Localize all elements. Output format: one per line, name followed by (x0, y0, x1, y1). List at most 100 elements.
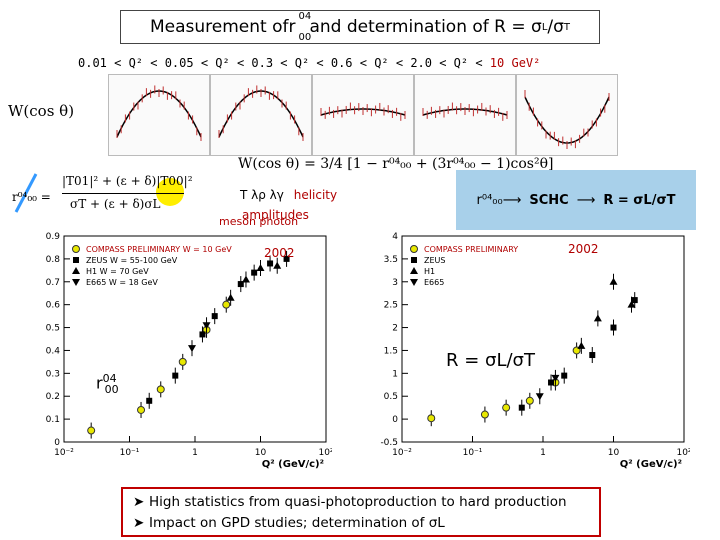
r04-plot: 10⁻² 10⁻¹ 1 10 10² 0 0.1 0.2 0.3 0.4 0.5 0.6 0.7 0.8 0… (30, 230, 334, 470)
formula-r-bar (62, 193, 184, 194)
right-r-equation: R = σL/σT (446, 350, 535, 371)
legend-marker (72, 267, 80, 274)
x-tick-label: 10 (608, 448, 620, 458)
schc-box: r⁰⁴₀₀ ⟶ SCHC ⟶ R = σL/σT (456, 170, 696, 230)
q2-ranges: 0.01 < Q² < 0.05 < Q² < 0.3 < Q² < 0.6 <… (78, 56, 718, 70)
x-tick-label: 10⁻² (54, 448, 74, 458)
data-point (518, 404, 525, 411)
r-ratio-plot: 10⁻² 10⁻¹ 1 10 10² -0.5 0 0.5 1 1.5 2 2.5 3 3.5 4 Q² (G… (368, 230, 692, 470)
title-sub-l: L (541, 21, 548, 33)
legend-entry: E665 W = 18 GeV (86, 278, 158, 287)
legend-entry: ZEUS (424, 256, 445, 265)
formula-r: r⁰⁴₀₀ = |T01|² + (ε + δ)|T00|² σT + (ε +… (10, 172, 193, 224)
bullet-arrow-icon: ➤ (133, 515, 145, 531)
data-point (589, 352, 596, 359)
data-point (226, 293, 235, 301)
y-tick-label: 0.4 (46, 346, 61, 356)
formula-r-numerator: |T01|² + (ε + δ)|T00|² (62, 174, 193, 188)
helicity-row: T λρ λγ helicity (240, 188, 337, 202)
plot-frame (401, 235, 685, 443)
data-point (535, 393, 544, 401)
right-year-label: 2002 (568, 242, 599, 256)
helicity-symbols: T λρ λγ (240, 188, 284, 202)
legend-marker (410, 267, 418, 274)
schc-rhs: R = σL/σT (603, 192, 676, 208)
y-tick-label: 2 (392, 324, 398, 334)
data-point (627, 300, 636, 308)
y-tick-label: 0.5 (384, 392, 398, 402)
title-sub-t: T (563, 21, 571, 33)
mini-plot-1 (108, 74, 210, 156)
x-tick-label: 10² (676, 448, 690, 458)
helicity-label: helicity (293, 188, 338, 202)
y-tick-label: 0.8 (46, 255, 61, 265)
title-slash: /σ (547, 17, 564, 37)
x-tick-label: 10⁻¹ (120, 448, 140, 458)
summary-box: ➤ High statistics from quasi-photoproduct… (121, 487, 601, 537)
y-tick-label: 0.6 (46, 301, 61, 311)
y-tick-label: 3.5 (384, 255, 398, 265)
title-r-symbol: r 04 00 (288, 11, 312, 43)
title-middle: and determination of R = σ (309, 17, 542, 37)
y-tick-label: 0.9 (46, 232, 61, 242)
data-point (551, 374, 560, 382)
r-ratio-plot-svg: 10⁻² 10⁻¹ 1 10 10² -0.5 0 0.5 1 1.5 2 2.5 3 3.5 4 Q² (G… (380, 232, 691, 470)
data-point (156, 385, 165, 394)
y-tick-label: -0.5 (380, 438, 398, 448)
legend-entry: ZEUS W = 55-100 GeV (86, 256, 178, 265)
data-point (525, 396, 534, 405)
legend-entry: H1 W = 70 GeV (86, 267, 149, 276)
formula-r-denominator: σT + (ε + δ)σL (70, 197, 161, 211)
data-point (548, 379, 555, 386)
wcos-label: W(cos θ) (8, 102, 75, 120)
meson-photon-label: meson photon (219, 215, 299, 228)
data-point (427, 414, 436, 423)
mini-plot-3 (312, 74, 414, 156)
x-tick-label: 1 (540, 448, 546, 458)
y-tick-label: 0.7 (46, 278, 60, 288)
slide-title: Measurement of r 04 00 and determination o… (120, 10, 600, 44)
data-point (199, 331, 206, 338)
schc-lhs: r⁰⁴₀₀ (476, 192, 503, 208)
formula-r-lhs: r⁰⁴₀₀ = (12, 190, 51, 204)
formula-r-strike (14, 173, 184, 213)
x-axis-label: Q² (GeV/c)² (620, 459, 682, 470)
x-tick-label: 10² (318, 448, 332, 458)
data-point (202, 322, 211, 330)
y-tick-label: 1.5 (384, 346, 398, 356)
y-tick-label: 0.3 (46, 369, 60, 379)
data-point (87, 426, 96, 435)
mini-plot-2 (210, 74, 312, 156)
y-tick-label: 1 (392, 369, 398, 379)
data-point (631, 297, 638, 304)
bullet-arrow-icon: ➤ (133, 494, 145, 510)
bullet-2: ➤ Impact on GPD studies; determination of… (133, 513, 589, 534)
schc-label: SCHC (529, 192, 569, 208)
x-tick-label: 1 (192, 448, 198, 458)
x-tick-label: 10 (255, 448, 267, 458)
data-point (480, 410, 489, 419)
legend-entry: H1 (424, 267, 435, 276)
q2-ranges-text: 0.01 < Q² < 0.05 < Q² < 0.3 < Q² < 0.6 <… (78, 56, 483, 70)
left-year-label: 2002 (264, 246, 295, 260)
legend-marker (410, 279, 418, 286)
y-tick-label: 0 (54, 438, 60, 448)
mini-plot-5 (516, 74, 618, 156)
data-point (237, 281, 244, 288)
data-point (137, 405, 146, 414)
data-point (610, 324, 617, 331)
y-tick-label: 0.2 (46, 392, 60, 402)
legend-marker (411, 257, 417, 263)
mini-plot-4 (414, 74, 516, 156)
y-tick-label: 4 (392, 232, 398, 242)
schc-arrow-icon: ⟶ (502, 192, 522, 208)
data-point (222, 300, 231, 309)
data-point (241, 275, 250, 283)
title-prefix: Measurement of (149, 17, 289, 37)
y-tick-label: 0.5 (46, 324, 60, 334)
data-point (146, 397, 153, 404)
data-point (188, 345, 197, 353)
data-point (593, 314, 602, 322)
data-point (609, 277, 618, 285)
left-r-label: r0400 (96, 372, 119, 396)
